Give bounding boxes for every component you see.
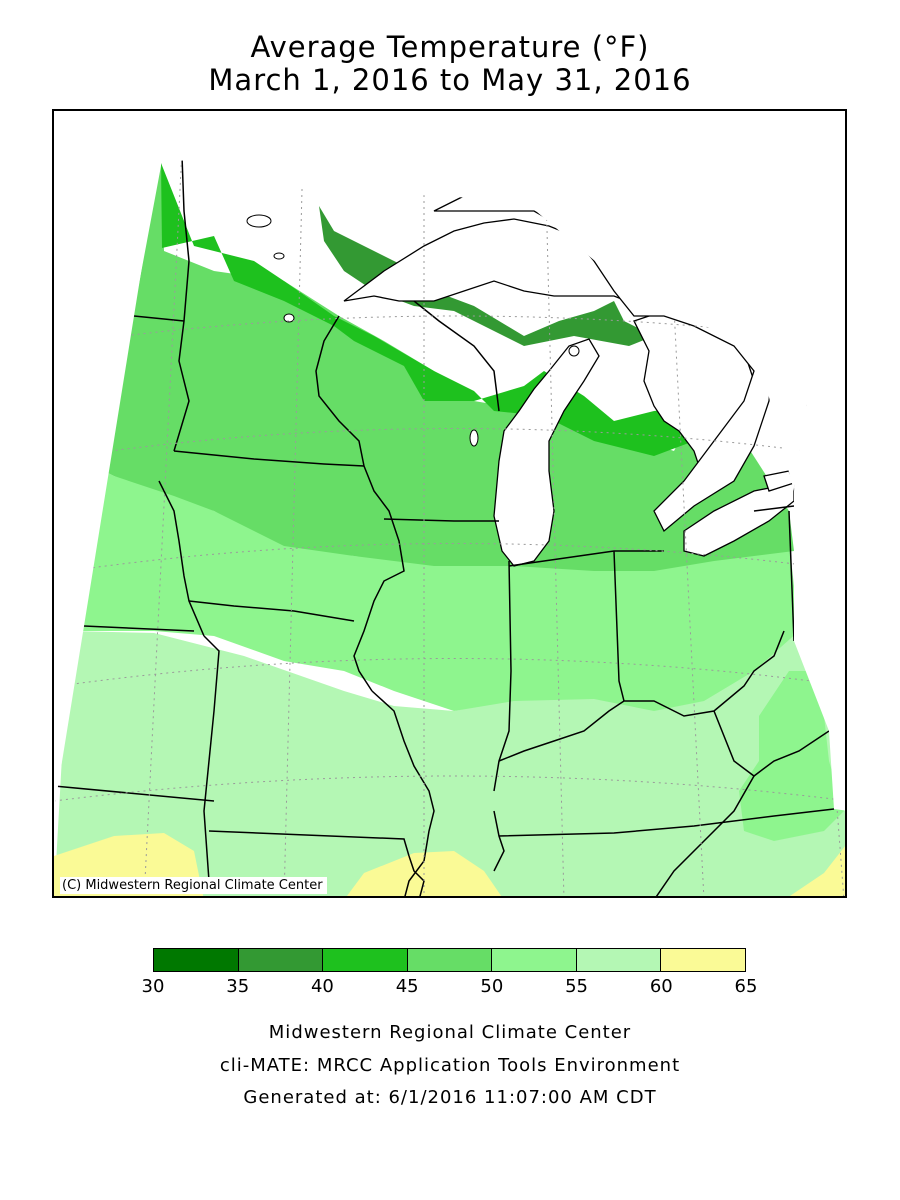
ia-il-mo-border	[188, 600, 355, 622]
mask-left	[54, 111, 162, 811]
footer-organization: Midwestern Regional Climate Center	[268, 1022, 632, 1043]
il-in-border	[493, 560, 512, 792]
temperature-map	[54, 111, 845, 896]
legend-tick-label: 50	[480, 976, 504, 997]
footer-tool-name: cli-MATE: MRCC Application Tools Environ…	[219, 1055, 681, 1076]
legend-tick-label: 65	[734, 976, 758, 997]
state-boundaries	[54, 155, 835, 896]
ne-ks-border	[83, 625, 195, 632]
footer-generated-time: Generated at: 6/1/2016 11:07:00 AM CDT	[243, 1087, 657, 1108]
ia-wi-river	[353, 465, 405, 692]
legend-swatch-40-45	[323, 949, 408, 971]
legend-swatch-60-65	[661, 949, 746, 971]
map-title: Average Temperature (°F)	[250, 30, 650, 64]
mask-top	[162, 111, 845, 491]
wi-il-border	[383, 518, 499, 522]
mo-ar-border	[208, 830, 410, 857]
wv-border	[713, 710, 830, 777]
ne-ia-river	[158, 480, 205, 637]
wi-mi-border	[413, 300, 500, 412]
oh-ky-river	[498, 630, 785, 762]
band-45-50	[104, 166, 794, 571]
mask-right	[794, 138, 845, 811]
pa-ny-border	[753, 505, 795, 512]
sd-nd-border	[133, 315, 185, 322]
copyright-label: (C) Midwestern Regional Climate Center	[60, 877, 327, 894]
map-panel: (C) Midwestern Regional Climate Center	[52, 109, 847, 898]
color-legend	[153, 948, 746, 972]
mn-ia-border	[173, 450, 365, 467]
map-date-range: March 1, 2016 to May 31, 2016	[208, 63, 692, 97]
legend-tick-label: 35	[226, 976, 250, 997]
band-40-45	[161, 163, 704, 456]
legend-swatch-35-40	[238, 949, 324, 971]
small-lakes	[246, 214, 580, 447]
band-50-55-east	[739, 671, 844, 841]
ks-ok-border	[54, 785, 215, 802]
ar-tn-river	[408, 855, 425, 896]
mn-wi-border	[315, 315, 365, 467]
legend-swatch-55-60	[576, 949, 662, 971]
legend-tick-label: 60	[649, 976, 673, 997]
legend-tick-label: 30	[141, 976, 165, 997]
mo-ks-border	[203, 635, 220, 882]
lake-erie	[683, 482, 795, 557]
in-oh-border	[613, 550, 625, 702]
legend-tick-label: 45	[395, 976, 419, 997]
legend-tick-label: 40	[310, 976, 334, 997]
mi-in-oh-border	[508, 550, 664, 567]
mo-il-river	[371, 690, 435, 896]
va-border	[655, 775, 755, 896]
ky-tn-border	[498, 808, 835, 837]
legend-swatch-30-35	[154, 949, 239, 971]
oh-pa-border	[788, 510, 795, 642]
legend-swatch-45-50	[407, 949, 493, 971]
legend-swatch-50-55	[492, 949, 577, 971]
band-60-65-se	[789, 846, 845, 896]
legend-tick-label: 55	[565, 976, 589, 997]
river-kentucky	[493, 810, 505, 872]
